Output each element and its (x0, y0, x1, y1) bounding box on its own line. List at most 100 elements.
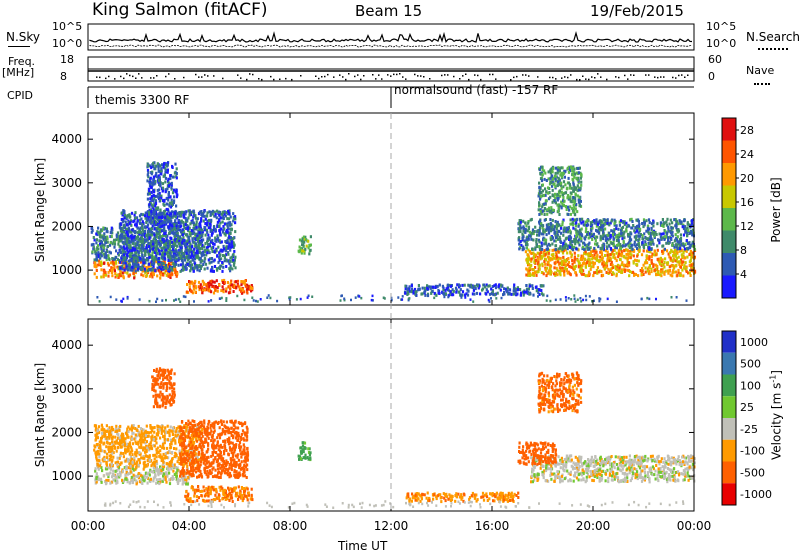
heatmap-cell (119, 249, 122, 253)
heatmap-cell (585, 261, 589, 265)
heatmap-cell (590, 232, 593, 236)
heatmap-cell (206, 237, 209, 241)
heatmap-cell (606, 234, 609, 237)
heatmap-cell (130, 254, 133, 258)
heatmap-cell (564, 266, 567, 270)
heatmap-cell (565, 264, 568, 267)
heatmap-cell (561, 251, 565, 255)
heatmap-cell (554, 244, 558, 248)
heatmap-cell (153, 167, 156, 171)
heatmap-cell (164, 250, 167, 254)
heatmap-cell (155, 244, 158, 248)
heatmap-cell (156, 274, 159, 278)
heatmap-cell (126, 233, 129, 237)
heatmap-cell (564, 183, 567, 187)
heatmap-cell (518, 222, 521, 226)
nave-point (627, 78, 629, 80)
heatmap-cell (603, 266, 606, 270)
heatmap-cell (591, 234, 594, 238)
heatmap-cell (173, 240, 177, 244)
heatmap-cell (232, 258, 235, 262)
heatmap-cell (148, 249, 151, 253)
heatmap-cell (134, 254, 137, 258)
heatmap-cell (156, 188, 159, 192)
heatmap-cell (130, 249, 133, 253)
heatmap-cell (404, 284, 407, 288)
heatmap-cell (551, 218, 554, 222)
heatmap-cell (158, 252, 162, 256)
heatmap-cell (601, 246, 604, 250)
heatmap-cell (168, 265, 171, 269)
heatmap-cell (549, 243, 552, 247)
heatmap-cell (573, 210, 576, 214)
heatmap-cell (527, 290, 530, 294)
heatmap-cell (163, 239, 166, 243)
heatmap-cell (102, 249, 105, 253)
heatmap-cell (628, 274, 631, 278)
heatmap-cell (121, 264, 124, 268)
heatmap-cell (600, 236, 603, 240)
heatmap-cell (92, 236, 95, 239)
heatmap-cell (107, 263, 110, 267)
nave-point (594, 77, 596, 79)
heatmap-cell (650, 222, 653, 226)
heatmap-cell (115, 249, 118, 253)
heatmap-cell (141, 253, 144, 257)
heatmap-cell (209, 226, 212, 230)
heatmap-cell (223, 278, 226, 282)
heatmap-cell (675, 236, 678, 240)
heatmap-cell (538, 226, 542, 230)
heatmap-cell (130, 237, 133, 241)
heatmap-cell (121, 271, 124, 275)
heatmap-cell (199, 267, 202, 270)
heatmap-cell (645, 237, 648, 241)
heatmap-cell (143, 225, 146, 229)
heatmap-cell (233, 243, 236, 247)
heatmap-cell (628, 263, 631, 267)
heatmap-cell (126, 267, 129, 271)
heatmap-cell (185, 251, 188, 255)
heatmap-cell (232, 290, 235, 293)
heatmap-cell (545, 274, 548, 278)
heatmap-cell (125, 215, 128, 219)
heatmap-cell (538, 293, 541, 296)
heatmap-cell (568, 183, 571, 187)
heatmap-cell (649, 234, 652, 238)
heatmap-cell (216, 268, 219, 272)
heatmap-cell (144, 249, 147, 253)
heatmap-cell (140, 267, 143, 271)
heatmap-cell (157, 260, 160, 264)
heatmap-cell (559, 237, 562, 241)
heatmap-cell (205, 283, 208, 286)
heatmap-cell (580, 233, 583, 237)
heatmap-cell (557, 247, 560, 251)
heatmap-cell (159, 239, 162, 243)
heatmap-cell (640, 253, 644, 257)
heatmap-cell (516, 288, 520, 292)
heatmap-cell (169, 205, 173, 209)
heatmap-cell (142, 213, 145, 217)
heatmap-cell (556, 225, 559, 229)
heatmap-cell (182, 220, 185, 224)
heatmap-cell (156, 257, 159, 261)
heatmap-cell (593, 261, 596, 265)
heatmap-cell (449, 284, 453, 288)
heatmap-cell (166, 239, 170, 243)
heatmap-cell (562, 248, 565, 252)
heatmap-cell (550, 181, 553, 185)
heatmap-cell (550, 206, 553, 210)
heatmap-cell (525, 228, 528, 232)
heatmap-cell (542, 202, 546, 206)
heatmap-cell (229, 264, 232, 268)
heatmap-cell (136, 219, 139, 223)
heatmap-cell (126, 271, 129, 275)
heatmap-cell (661, 236, 664, 240)
nsky-right-tick-low: 10^0 (706, 37, 737, 50)
heatmap-cell (676, 273, 679, 277)
heatmap-cell (569, 240, 572, 244)
heatmap-cell (594, 248, 597, 252)
heatmap-cell (154, 181, 157, 185)
heatmap-cell (149, 202, 152, 206)
heatmap-cell (246, 287, 249, 291)
heatmap-cell (536, 262, 540, 266)
